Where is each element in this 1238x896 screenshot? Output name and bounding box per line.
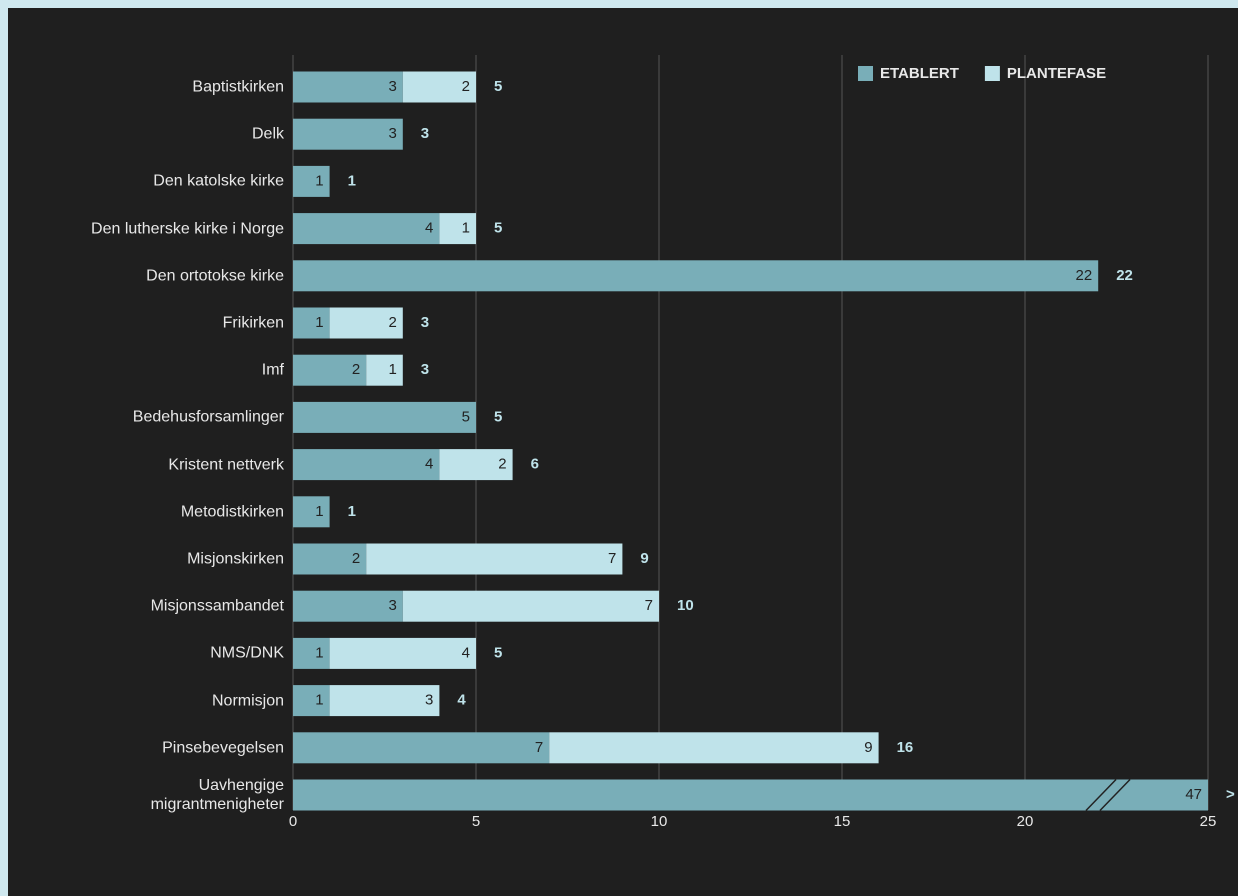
bar-segment bbox=[293, 637, 330, 669]
total-label: 4 bbox=[457, 692, 466, 709]
category-label: Baptistkirken bbox=[192, 78, 284, 96]
segment-label: 1 bbox=[315, 644, 323, 661]
segment-label: 22 bbox=[1076, 267, 1093, 284]
total-label: 10 bbox=[677, 597, 694, 614]
total-label: > bbox=[1226, 786, 1235, 803]
total-label: 5 bbox=[494, 644, 502, 661]
total-label: 1 bbox=[348, 172, 356, 189]
bar-segment bbox=[293, 496, 330, 528]
segment-label: 3 bbox=[388, 597, 396, 614]
bar-segment bbox=[293, 543, 367, 575]
total-label: 5 bbox=[494, 78, 502, 95]
segment-label: 1 bbox=[315, 692, 323, 709]
bar-segment bbox=[293, 260, 1099, 292]
category-label: Metodistkirken bbox=[180, 503, 284, 521]
category-label: Pinsebevegelsen bbox=[162, 739, 284, 757]
legend-label: PLANTEFASE bbox=[1007, 65, 1106, 82]
x-tick-label: 25 bbox=[1200, 813, 1217, 830]
category-label: Den ortotokse kirke bbox=[146, 267, 284, 285]
total-label: 6 bbox=[531, 456, 539, 473]
segment-label: 47 bbox=[1185, 786, 1202, 803]
bar-segment bbox=[329, 685, 440, 717]
legend-swatch bbox=[984, 66, 1000, 81]
total-label: 22 bbox=[1116, 267, 1133, 284]
segment-label: 1 bbox=[462, 220, 470, 237]
segment-label: 3 bbox=[425, 692, 433, 709]
segment-label: 3 bbox=[388, 78, 396, 95]
legend-label: ETABLERT bbox=[880, 65, 959, 82]
segment-label: 5 bbox=[462, 408, 470, 425]
segment-label: 2 bbox=[388, 314, 396, 331]
bar-segment bbox=[293, 401, 476, 433]
segment-label: 9 bbox=[864, 739, 872, 756]
category-label: Frikirken bbox=[222, 314, 284, 332]
x-tick-label: 15 bbox=[834, 813, 851, 830]
segment-label: 7 bbox=[608, 550, 616, 567]
bar-segment bbox=[293, 449, 440, 481]
x-tick-label: 5 bbox=[472, 813, 480, 830]
segment-label: 3 bbox=[388, 125, 396, 142]
total-label: 5 bbox=[494, 408, 502, 425]
axis-break bbox=[1085, 778, 1117, 812]
bar-segment bbox=[293, 354, 367, 386]
bar-segment bbox=[439, 449, 513, 481]
segment-label: 1 bbox=[388, 361, 396, 378]
segment-label: 2 bbox=[498, 456, 506, 473]
category-label: Den katolske kirke bbox=[153, 172, 284, 190]
category-label: Kristent nettverk bbox=[168, 456, 284, 474]
segment-label: 2 bbox=[352, 550, 360, 567]
total-label: 3 bbox=[421, 314, 429, 331]
bar-segment bbox=[402, 590, 659, 622]
category-label: Normisjon bbox=[211, 692, 284, 710]
total-label: 9 bbox=[640, 550, 648, 567]
bar-segment bbox=[402, 71, 476, 103]
segment-label: 7 bbox=[535, 739, 543, 756]
total-label: 1 bbox=[348, 503, 356, 520]
bar-segment bbox=[329, 637, 476, 669]
bar-segment bbox=[293, 685, 330, 717]
bar-segment bbox=[293, 732, 550, 764]
category-label: Imf bbox=[261, 361, 284, 379]
segment-label: 4 bbox=[425, 220, 433, 237]
segment-label: 4 bbox=[425, 456, 433, 473]
category-label: NMS/DNK bbox=[210, 644, 284, 662]
bar-segment bbox=[293, 590, 403, 622]
axis-break bbox=[1099, 778, 1131, 812]
category-label: Uavhengige migrantmenigheter bbox=[150, 777, 284, 813]
bar-segment bbox=[293, 118, 403, 150]
segment-label: 7 bbox=[645, 597, 653, 614]
bar-segment bbox=[293, 779, 1208, 811]
bar-segment bbox=[329, 307, 403, 339]
segment-label: 4 bbox=[462, 644, 470, 661]
total-label: 3 bbox=[421, 361, 429, 378]
bar-segment bbox=[293, 165, 330, 197]
x-tick-label: 10 bbox=[651, 813, 668, 830]
bar-segment bbox=[293, 213, 440, 245]
total-label: 3 bbox=[421, 125, 429, 142]
category-label: Bedehusforsamlinger bbox=[132, 408, 284, 426]
category-label: Delk bbox=[251, 125, 284, 143]
bar-segment bbox=[293, 307, 330, 339]
total-label: 16 bbox=[897, 739, 914, 756]
segment-label: 1 bbox=[315, 314, 323, 331]
segment-label: 1 bbox=[315, 172, 323, 189]
legend-swatch bbox=[858, 66, 873, 81]
segment-label: 2 bbox=[352, 361, 360, 378]
total-label: 5 bbox=[494, 220, 502, 237]
category-label: Misjonssambandet bbox=[150, 597, 284, 615]
x-tick-label: 20 bbox=[1017, 813, 1034, 830]
category-label: Misjonskirken bbox=[187, 550, 284, 568]
category-label: Den lutherske kirke i Norge bbox=[91, 220, 284, 238]
x-tick-label: 0 bbox=[289, 813, 297, 830]
bar-segment bbox=[549, 732, 879, 764]
segment-label: 2 bbox=[462, 78, 470, 95]
segment-label: 1 bbox=[315, 503, 323, 520]
bar-segment bbox=[293, 71, 403, 103]
bar-segment bbox=[439, 213, 476, 245]
bar-segment bbox=[366, 543, 623, 575]
bar-segment bbox=[366, 354, 403, 386]
